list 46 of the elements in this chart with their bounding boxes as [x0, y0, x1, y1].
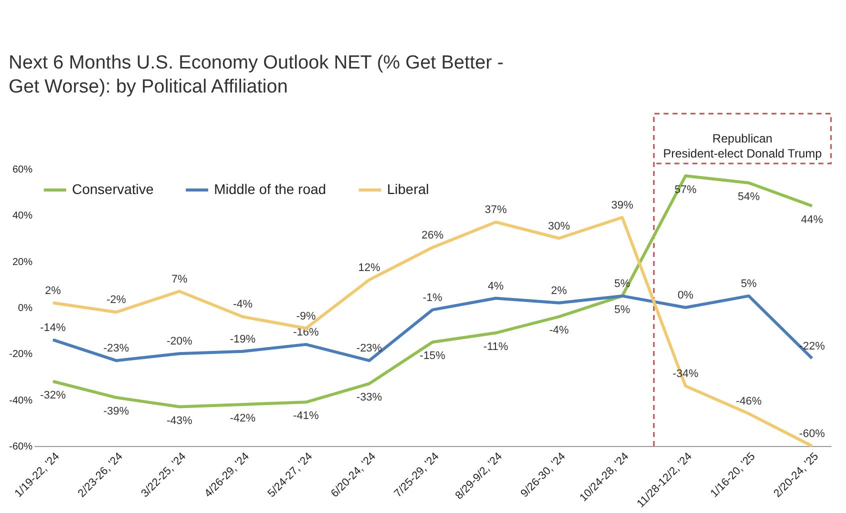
data-label: -42% [230, 412, 256, 424]
data-label: -9% [296, 310, 316, 322]
data-label: 4% [488, 280, 504, 292]
data-label: 0% [678, 290, 694, 302]
y-tick-label: 40% [12, 210, 33, 222]
data-label: -46% [736, 396, 762, 408]
data-label: -15% [420, 350, 446, 362]
data-label: 12% [358, 262, 380, 274]
y-tick-label: 0% [18, 303, 33, 314]
data-label: 5% [614, 304, 630, 316]
y-tick-label: -20% [9, 349, 33, 360]
data-label: -19% [230, 333, 256, 346]
y-tick-label: -60% [9, 442, 33, 452]
data-label: 54% [738, 190, 760, 203]
y-tick-label: 60% [12, 164, 33, 176]
data-label: 7% [172, 273, 188, 286]
chart-title: Next 6 Months U.S. Economy Outlook NET (% Get Better - Get Worse): by Political Affiliation [8, 52, 504, 98]
data-label: -11% [483, 340, 508, 353]
legend-label: Middle of the road [214, 181, 326, 197]
data-label: -4% [232, 298, 253, 311]
data-label: -32% [40, 389, 66, 402]
data-label: -23% [103, 342, 130, 355]
data-label: 39% [611, 199, 634, 212]
data-label: -1% [422, 292, 442, 304]
data-label: -14% [40, 322, 66, 334]
legend-label: Conservative [72, 181, 154, 197]
data-label: -43% [166, 414, 193, 427]
data-label: -60% [799, 428, 826, 440]
data-label: 37% [484, 204, 507, 216]
data-label: 30% [548, 220, 570, 232]
data-label: -2% [106, 294, 126, 306]
data-label: 44% [801, 214, 824, 226]
data-label: -33% [356, 392, 382, 404]
y-tick-label: -40% [9, 395, 33, 406]
data-label: 2% [45, 284, 62, 297]
data-label: -23% [356, 342, 382, 355]
text: Republican President-elect Donald Trump [663, 132, 822, 161]
data-label: -4% [549, 324, 570, 337]
y-tick-label: 20% [12, 256, 33, 268]
data-label: 26% [421, 229, 444, 242]
data-label: -39% [103, 406, 130, 418]
data-label: -41% [293, 410, 320, 422]
legend-label: Liberal [387, 181, 430, 197]
data-label: 5% [740, 278, 757, 290]
data-label: -20% [166, 336, 193, 348]
data-label: 2% [551, 284, 568, 297]
